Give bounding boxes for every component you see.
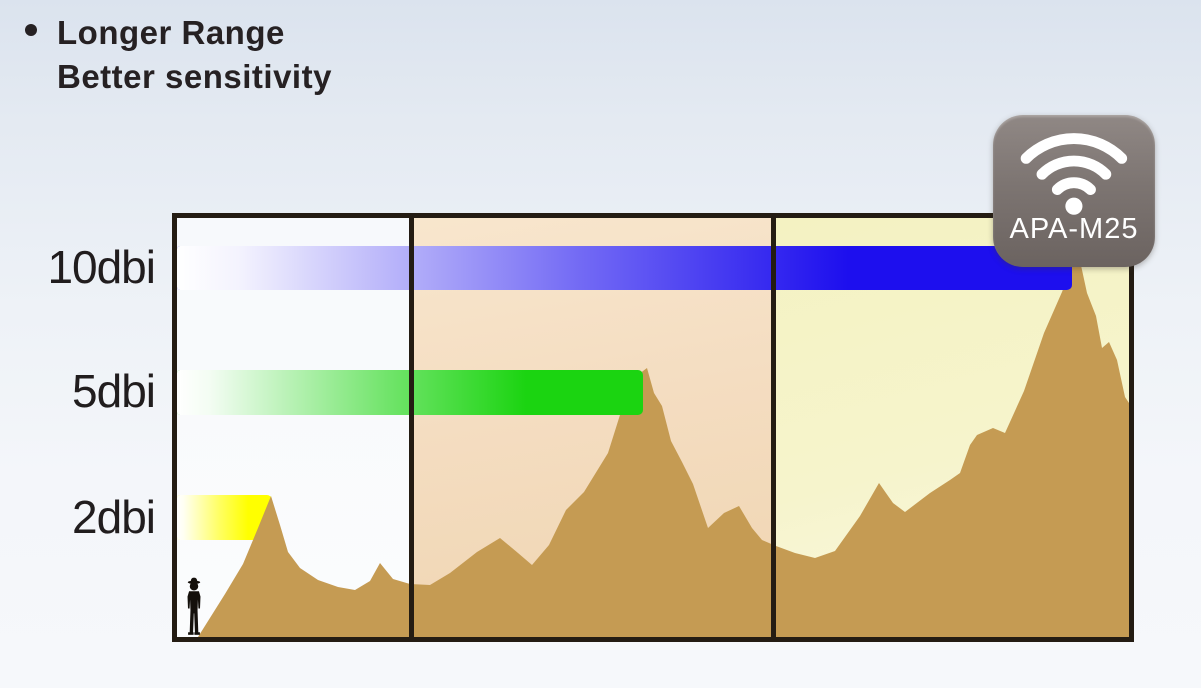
zone-divider-1: [409, 218, 415, 637]
bullet-icon: ●: [25, 24, 37, 36]
product-badge: APA-M25: [993, 115, 1155, 267]
title-line-2: Better sensitivity: [57, 58, 332, 95]
person-icon: [187, 577, 201, 635]
bar-10dbi: [177, 246, 1072, 290]
wifi-icon: [1020, 133, 1128, 215]
zone-divider-2: [770, 218, 776, 637]
range-chart: [172, 213, 1134, 642]
mountain-silhouette: [198, 256, 1129, 637]
gain-label-2dbi: 2dbi: [72, 491, 156, 543]
title: Longer Range Better sensitivity: [57, 11, 332, 99]
gain-label-10dbi: 10dbi: [47, 241, 156, 293]
title-line-1: Longer Range: [57, 14, 285, 51]
badge-label: APA-M25: [1009, 213, 1139, 245]
chart-plot-area: [177, 218, 1129, 637]
gain-label-5dbi: 5dbi: [72, 365, 156, 417]
